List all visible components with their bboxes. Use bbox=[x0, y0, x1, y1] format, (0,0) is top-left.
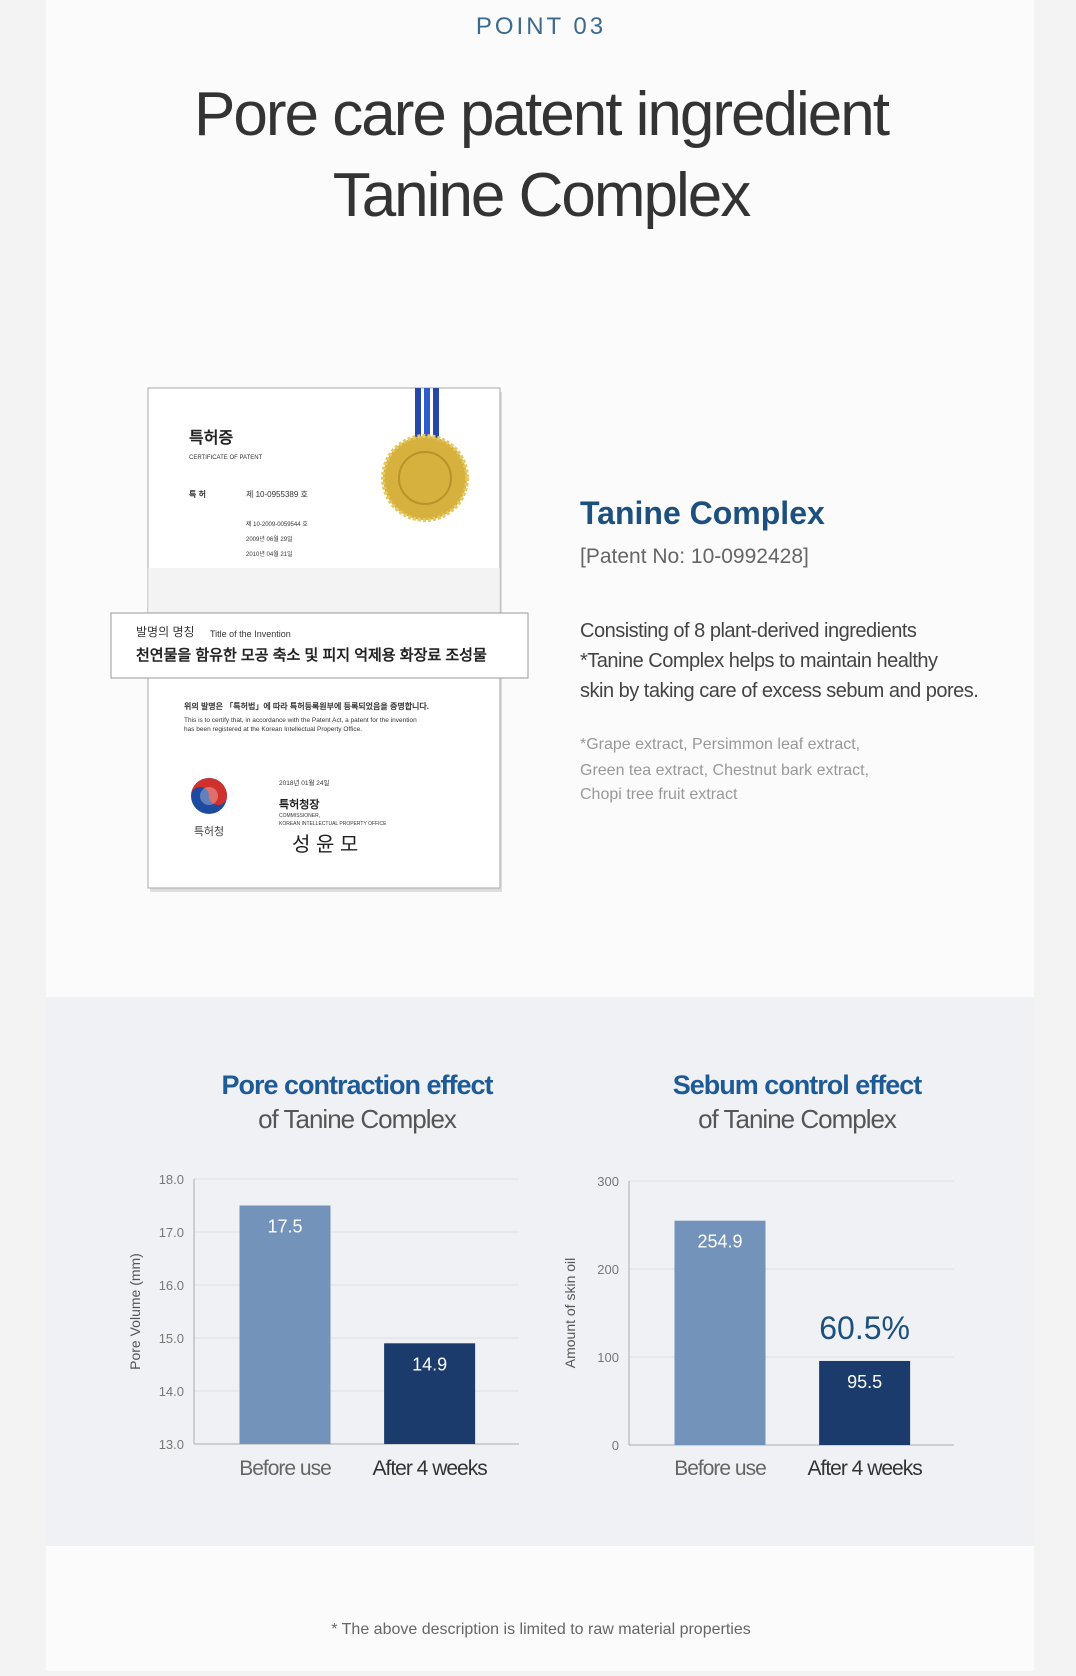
cert-title: 특허증 bbox=[189, 429, 233, 447]
cert-signature: 성 윤 모 bbox=[292, 833, 358, 856]
chart-subtitle: of Tanine Complex bbox=[258, 1104, 457, 1134]
seal-ring bbox=[398, 451, 452, 505]
office-name: 특허청 bbox=[194, 825, 224, 838]
description-line: skin by taking care of excess sebum and … bbox=[580, 680, 978, 702]
value-label: 95.5 bbox=[847, 1372, 882, 1392]
cert-statement-en: This is to certify that, in accordance w… bbox=[184, 717, 417, 724]
y-tick-label: 16.0 bbox=[159, 1278, 184, 1293]
ingredients-line: Green tea extract, Chestnut bark extract… bbox=[580, 762, 869, 779]
cert-fade bbox=[148, 568, 500, 613]
ingredient-name: Tanine Complex bbox=[580, 495, 825, 531]
cert-row-label: 특 허 bbox=[189, 489, 206, 499]
ingredients-line: Chopi tree fruit extract bbox=[580, 786, 738, 803]
bar bbox=[819, 1360, 911, 1445]
invention-label-en: Title of the Invention bbox=[210, 629, 291, 639]
bar bbox=[674, 1220, 766, 1445]
y-tick-label: 17.0 bbox=[159, 1225, 184, 1240]
bar bbox=[384, 1343, 476, 1444]
invention-band bbox=[110, 612, 529, 679]
cert-row: 제 10-0955389 호 bbox=[246, 490, 308, 499]
cert-statement: 위의 발명은 「특허법」에 따라 특허등록원부에 등록되었음을 증명합니다. bbox=[184, 701, 429, 711]
seal bbox=[381, 434, 469, 522]
y-tick-label: 200 bbox=[597, 1262, 619, 1277]
ribbon bbox=[424, 388, 430, 448]
patent-number: [Patent No: 10-0992428] bbox=[580, 545, 809, 568]
title-line: Pore care patent ingredient bbox=[194, 80, 890, 149]
ingredients-line: *Grape extract, Persimmon leaf extract, bbox=[580, 736, 860, 753]
ribbon bbox=[433, 388, 439, 448]
y-axis-label: Pore Volume (mm) bbox=[127, 1253, 143, 1370]
cert-date: 2018년 01월 24일 bbox=[279, 778, 329, 787]
chart-subtitle: of Tanine Complex bbox=[698, 1104, 897, 1134]
office-logo-mid bbox=[200, 787, 218, 805]
bar bbox=[239, 1205, 331, 1444]
cert-signer: 특허청장 bbox=[279, 797, 319, 811]
y-tick-label: 14.0 bbox=[159, 1384, 184, 1399]
ribbon bbox=[415, 388, 421, 448]
x-tick-label: Before use bbox=[239, 1457, 331, 1480]
y-axis-label: Amount of skin oil bbox=[562, 1258, 578, 1369]
y-tick-label: 15.0 bbox=[159, 1331, 184, 1346]
y-tick-label: 18.0 bbox=[159, 1172, 184, 1187]
y-tick-label: 0 bbox=[612, 1438, 619, 1453]
cert-subtitle: CERTIFICATE OF PATENT bbox=[189, 455, 263, 461]
cert-row: 2010년 04월 21일 bbox=[246, 550, 293, 558]
value-label: 254.9 bbox=[697, 1232, 742, 1252]
value-label: 17.5 bbox=[267, 1217, 302, 1237]
value-label: 14.9 bbox=[412, 1354, 447, 1374]
office-logo-top bbox=[191, 778, 227, 805]
cert-row: 제 10-2009-0059544 호 bbox=[246, 520, 308, 528]
footnote: * The above description is limited to ra… bbox=[331, 1621, 750, 1638]
cert-statement-en: has been registered at the Korean Intell… bbox=[184, 726, 362, 733]
certificate: 특허증 CERTIFICATE OF PATENT 특 허 제 10-09553… bbox=[110, 387, 529, 892]
annotation: 60.5% bbox=[819, 1310, 910, 1346]
y-tick-label: 100 bbox=[597, 1350, 619, 1365]
description-line: *Tanine Complex helps to maintain health… bbox=[580, 650, 938, 672]
cert-row: 2009년 06월 29일 bbox=[246, 535, 293, 543]
y-tick-label: 13.0 bbox=[159, 1437, 184, 1452]
x-tick-label: After 4 weeks bbox=[808, 1457, 923, 1480]
footer-panel bbox=[46, 1546, 1034, 1671]
invention-title: 천연물을 함유한 모공 축소 및 피지 억제용 화장료 조성물 bbox=[136, 646, 487, 664]
description-line: Consisting of 8 plant-derived ingredient… bbox=[580, 620, 917, 642]
cert-signer-en: COMMISSIONER, bbox=[279, 813, 320, 819]
invention-label: 발명의 명칭 bbox=[136, 625, 195, 639]
chart-panel bbox=[46, 997, 1034, 1546]
title-line: Tanine Complex bbox=[333, 161, 752, 230]
y-tick-label: 300 bbox=[597, 1174, 619, 1189]
cert-signer-en: KOREAN INTELLECTUAL PROPERTY OFFICE bbox=[279, 821, 387, 827]
chart-title: Pore contraction effect bbox=[221, 1070, 493, 1100]
x-tick-label: After 4 weeks bbox=[373, 1457, 488, 1480]
point-label: POINT 03 bbox=[476, 13, 606, 40]
x-tick-label: Before use bbox=[674, 1457, 766, 1480]
chart-title: Sebum control effect bbox=[673, 1070, 923, 1100]
